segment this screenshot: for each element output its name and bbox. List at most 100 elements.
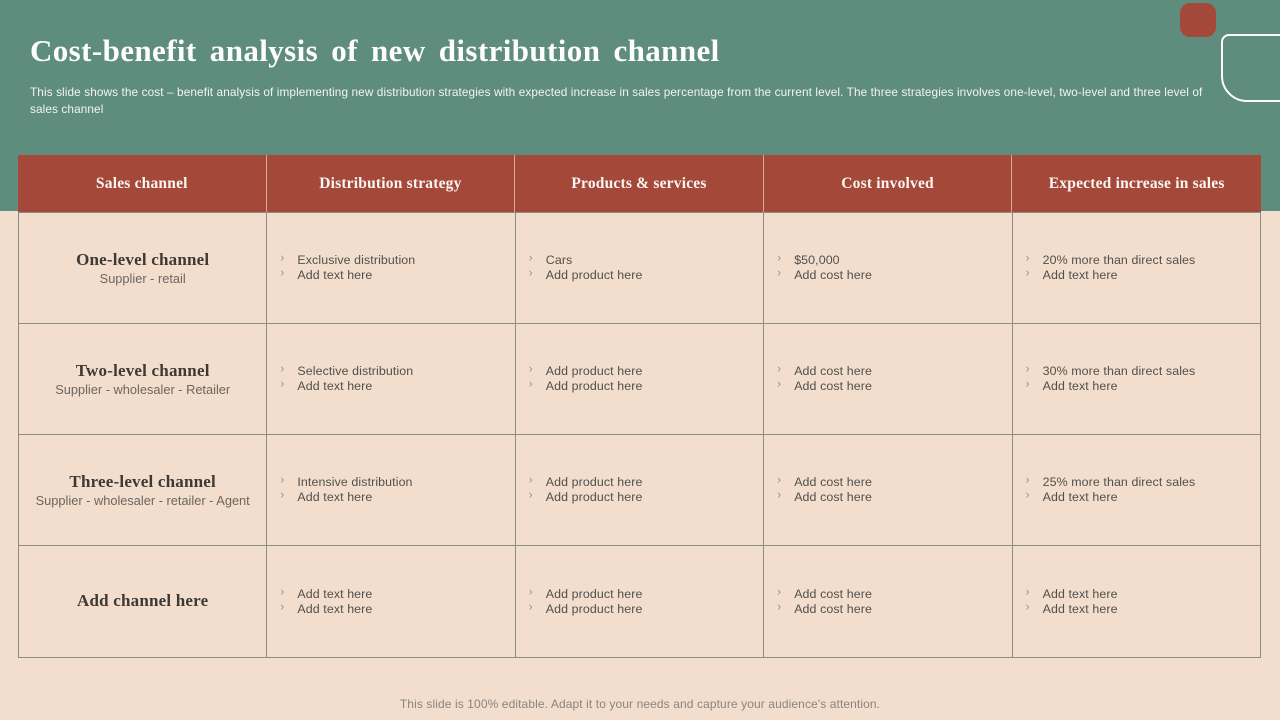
bullet-item-text: Add text here xyxy=(1042,586,1118,601)
table-row-1-products-cell: › Cars › Add product here xyxy=(515,213,765,324)
bullet-item: › Add cost here xyxy=(777,601,1003,617)
channel-name: Three-level channel xyxy=(69,471,216,491)
bullet-item-text: 25% more than direct sales xyxy=(1042,475,1196,490)
table-row-2-increase-cell: › 30% more than direct sales › Add text her… xyxy=(1012,324,1261,435)
column-header-products-services: Products & services xyxy=(515,155,764,212)
table-row-2-cost-cell: › Add cost here › Add cost here xyxy=(764,324,1013,435)
bullet-item-text: $50,000 xyxy=(794,253,840,268)
table-body: One-level channel Supplier - retail › Exc… xyxy=(18,212,1261,658)
chevron-bullet-icon: › xyxy=(280,586,285,599)
bullet-item: › Add product here xyxy=(529,268,755,283)
corner-outline-frame xyxy=(1221,34,1280,102)
chevron-bullet-icon: › xyxy=(280,489,285,502)
bullet-item-text: Add product here xyxy=(545,475,643,490)
table-row-2-products-cell: › Add product here › Add product here xyxy=(515,324,765,435)
chevron-bullet-icon: › xyxy=(280,252,285,265)
chevron-bullet-icon: › xyxy=(528,489,533,502)
bullet-item-text: Add text here xyxy=(297,601,373,616)
bullet-item: › Add text here xyxy=(280,490,506,505)
chevron-bullet-icon: › xyxy=(1025,601,1030,613)
bullet-item-text: Add text here xyxy=(297,490,373,504)
table-row-1-distribution-cell: › Exclusive distribution › Add text here xyxy=(267,213,516,324)
table-row-4-channel-cell: Add channel here xyxy=(19,546,268,658)
bullet-item-text: Add text here xyxy=(1042,601,1118,616)
bullet-item-text: Intensive distribution xyxy=(297,475,413,490)
bullet-item: › Add product here xyxy=(529,490,755,505)
slide-description: This slide shows the cost – benefit anal… xyxy=(30,85,1203,116)
bullet-item: › Add product here xyxy=(529,601,755,617)
table-row-4-cost-cell: › Add cost here › Add cost here xyxy=(764,546,1013,658)
chevron-bullet-icon: › xyxy=(528,586,533,599)
bullet-item: › Cars xyxy=(529,253,755,268)
channel-structure: Supplier - wholesaler - Retailer xyxy=(55,381,231,397)
chevron-bullet-icon: › xyxy=(528,267,533,280)
table-row-1-cost-cell: › $50,000 › Add cost here xyxy=(764,213,1013,324)
chevron-bullet-icon: › xyxy=(280,378,285,391)
bullet-item: › Add cost here xyxy=(777,379,1003,394)
bullet-item: › 25% more than direct sales xyxy=(1026,475,1252,490)
bullet-item: › Add product here xyxy=(529,379,755,394)
bullet-item: › Add product here xyxy=(529,475,755,490)
bullet-item: › Add cost here xyxy=(777,475,1003,490)
chevron-bullet-icon: › xyxy=(280,363,285,376)
bullet-item-text: 20% more than direct sales xyxy=(1042,253,1196,268)
chevron-bullet-icon: › xyxy=(1025,363,1030,376)
bullet-item: › Add text here xyxy=(1025,601,1252,617)
bullet-item-text: 30% more than direct sales xyxy=(1042,364,1196,379)
bullet-item: › Add text here xyxy=(280,379,506,394)
table-row-2-channel-cell: Two-level channel Supplier - wholesaler … xyxy=(19,324,268,435)
bullet-item: › Add text here xyxy=(1026,379,1252,394)
chevron-bullet-icon: › xyxy=(777,267,782,280)
chevron-bullet-icon: › xyxy=(528,474,533,487)
channel-structure: Supplier - retail xyxy=(99,270,186,286)
table-row-4-products-cell: › Add product here › Add product here xyxy=(515,546,765,658)
bullet-item-text: Add product here xyxy=(545,490,643,504)
bullet-item: › $50,000 xyxy=(777,253,1003,268)
chevron-bullet-icon: › xyxy=(528,378,533,391)
bullet-item: › Add cost here xyxy=(777,364,1003,379)
chevron-bullet-icon: › xyxy=(1025,252,1030,265)
bullet-item-text: Add cost here xyxy=(794,268,872,282)
table-row-1-increase-cell: › 20% more than direct sales › Add text her… xyxy=(1012,213,1261,324)
column-header-cost-involved: Cost involved xyxy=(764,155,1013,212)
chevron-bullet-icon: › xyxy=(528,363,533,376)
table-row-1-channel-cell: One-level channel Supplier - retail xyxy=(19,213,268,324)
bullet-item: › Add text here xyxy=(1025,586,1252,602)
chevron-bullet-icon: › xyxy=(280,267,285,280)
bullet-item: › Add text here xyxy=(1026,268,1252,283)
page-title: Cost-benefit analysis of new distributio… xyxy=(30,33,720,68)
chevron-bullet-icon: › xyxy=(1025,378,1030,391)
table-row-4-increase-cell: › Add text here › Add text here xyxy=(1012,546,1261,658)
table-row-3-distribution-cell: › Intensive distribution › Add text here xyxy=(267,435,516,546)
bullet-item-text: Add text here xyxy=(297,268,373,282)
chevron-bullet-icon: › xyxy=(280,601,285,613)
bullet-item: › Add cost here xyxy=(777,490,1003,505)
chevron-bullet-icon: › xyxy=(777,586,782,599)
channel-name: One-level channel xyxy=(76,249,210,269)
bullet-item-text: Add text here xyxy=(1042,490,1118,504)
table-row-3-increase-cell: › 25% more than direct sales › Add text her… xyxy=(1012,435,1261,546)
bullet-item-text: Add cost here xyxy=(794,490,872,504)
chevron-bullet-icon: › xyxy=(528,252,533,265)
bullet-item: › Intensive distribution xyxy=(280,475,506,490)
chevron-bullet-icon: › xyxy=(1025,586,1030,599)
column-header-expected-increase: Expected increase in sales xyxy=(1048,174,1225,192)
bullet-item-text: Selective distribution xyxy=(297,364,414,379)
bullet-item-text: Add text here xyxy=(1042,379,1118,393)
table-header-row: Sales channel Distribution strategy Prod… xyxy=(18,155,1261,212)
bullet-item-text: Add text here xyxy=(297,379,373,393)
table-row-4-distribution-cell: › Add text here › Add text here xyxy=(267,546,516,658)
bullet-item: › Exclusive distribution xyxy=(280,253,506,268)
chevron-bullet-icon: › xyxy=(777,601,782,613)
table-row-3-channel-cell: Three-level channel Supplier - wholesale… xyxy=(19,435,268,546)
bullet-item-text: Add product here xyxy=(545,379,643,393)
bullet-item-text: Add cost here xyxy=(794,601,872,616)
chevron-bullet-icon: › xyxy=(280,474,285,487)
bullet-item-text: Add cost here xyxy=(794,364,872,379)
chevron-bullet-icon: › xyxy=(777,363,782,376)
column-header-sales-channel: Sales channel xyxy=(18,155,267,212)
table-row-3-cost-cell: › Add cost here › Add cost here xyxy=(764,435,1013,546)
bullet-item: › Add cost here xyxy=(777,586,1003,602)
bullet-item: › 30% more than direct sales xyxy=(1026,364,1252,379)
